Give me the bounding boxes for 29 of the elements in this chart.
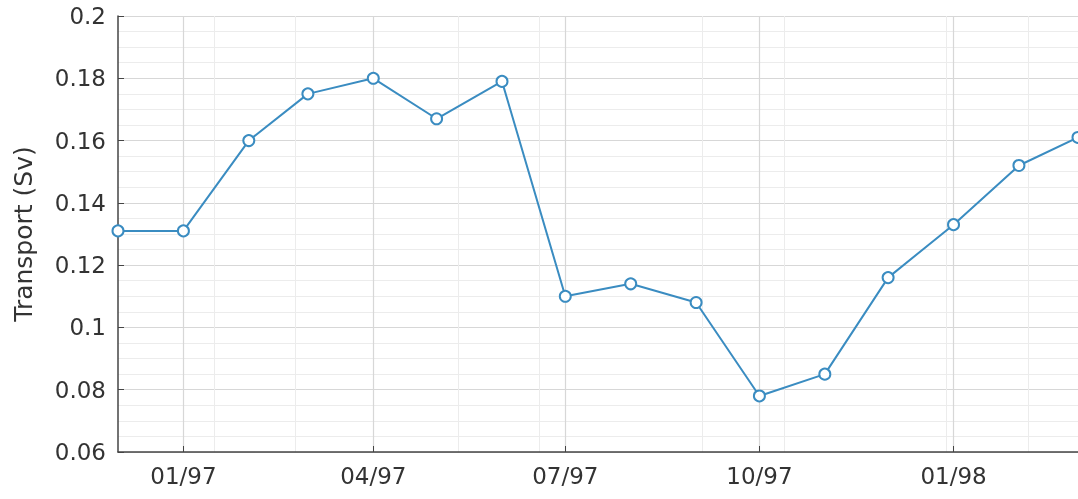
point: [818, 367, 832, 381]
point: [624, 277, 638, 291]
point: [366, 71, 380, 85]
y-tick-label: 0.18: [54, 65, 106, 92]
x-tick-label: 01/98: [920, 462, 987, 489]
point: [301, 87, 315, 101]
point: [111, 224, 125, 238]
point: [881, 271, 895, 285]
point: [495, 74, 509, 88]
point: [752, 389, 766, 403]
x-tick-label: 07/97: [532, 462, 599, 489]
y-axis-title: Transport (Sv): [9, 146, 38, 323]
y-tick-label: 0.16: [54, 127, 106, 154]
point: [430, 112, 444, 126]
point: [176, 224, 190, 238]
y-tick-label: 0.14: [54, 189, 106, 216]
point: [689, 296, 703, 310]
y-tick-label: 0.08: [54, 376, 106, 403]
y-tick-label: 0.12: [54, 252, 106, 279]
point: [947, 218, 961, 232]
y-tick-label: 0.2: [69, 3, 106, 29]
y-tick-label: 0.1: [69, 314, 106, 341]
point: [558, 289, 572, 303]
x-tick-label: 04/97: [340, 462, 407, 489]
y-tick-label: 0.06: [54, 439, 106, 465]
x-tick-label: 01/97: [150, 462, 217, 489]
x-tick-label: 10/97: [726, 462, 793, 489]
point: [1012, 158, 1026, 172]
point: [242, 134, 256, 148]
